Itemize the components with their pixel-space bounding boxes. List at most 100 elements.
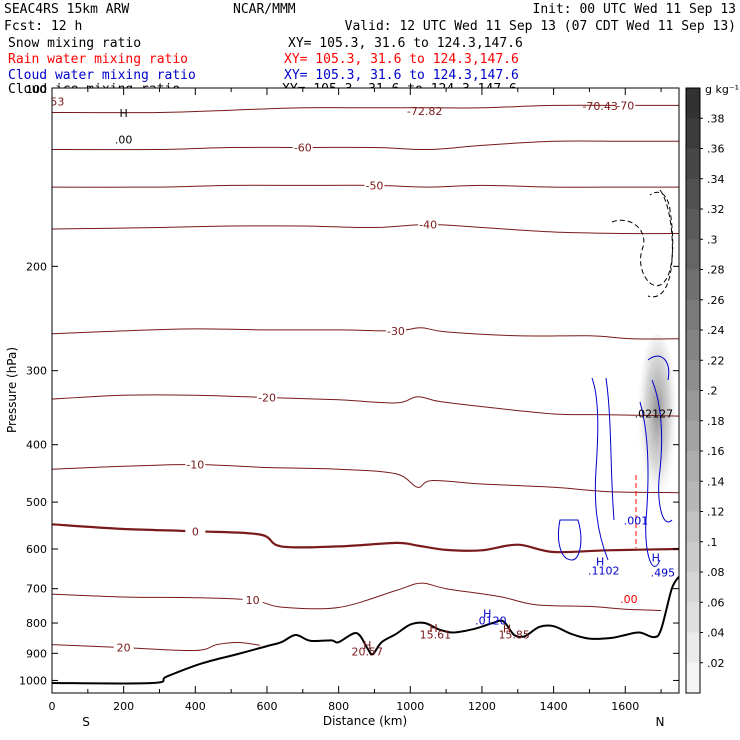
annotation-label: .1102	[588, 564, 620, 577]
isotherm-label: 10	[246, 594, 260, 607]
valid-time: Valid: 12 UTC Wed 11 Sep 13 (07 CDT Wed …	[345, 19, 736, 34]
colorbar-swatch	[686, 209, 700, 240]
colorbar-swatch	[686, 481, 700, 512]
isotherm-label-bg	[185, 525, 206, 538]
isotherm-label: 0	[192, 525, 199, 538]
isotherm--30	[52, 327, 679, 340]
colorbar-swatch	[686, 632, 700, 664]
isotherm-label-bg	[292, 141, 313, 154]
colorbar-label: .06	[707, 596, 725, 609]
cloud-ice-contour	[611, 191, 674, 287]
x-tick-label: 400	[185, 700, 206, 713]
colorbar-swatch	[686, 360, 700, 391]
isotherm-label-bg	[242, 594, 263, 607]
isotherm-label: -60	[294, 141, 312, 154]
field-name-snow: Snow mixing ratio	[8, 36, 141, 51]
cloud-ice-contour	[647, 189, 673, 298]
colorbar-swatch	[686, 541, 700, 573]
annotation-label: -72.82	[407, 105, 442, 118]
annotation-label: H	[596, 556, 604, 569]
colorbar-swatch	[686, 299, 700, 331]
y-tick-label: 300	[26, 365, 47, 378]
isotherm-label: -20	[258, 392, 276, 405]
isotherm--40	[52, 223, 679, 235]
colorbar-label: .28	[707, 264, 725, 277]
isotherm-label-bg	[113, 641, 134, 654]
cloud-ice-shading	[636, 333, 679, 527]
y-tick-label: 100	[26, 83, 47, 96]
isotherm--50	[52, 184, 679, 188]
x-axis-label: Distance (km)	[323, 714, 407, 728]
isotherm-label: -30	[387, 325, 405, 338]
colorbar-swatch	[686, 269, 700, 301]
isotherm-label-bg	[364, 179, 385, 192]
colorbar-swatch	[686, 148, 700, 180]
colorbar-label: .18	[707, 415, 725, 428]
annotation-label: 15.61	[420, 629, 452, 642]
isotherm-layer: -70 -60 -50 -40 -30 -20 -10 0 10 20	[52, 99, 679, 655]
init-time: Init: 00 UTC Wed 11 Sep 13	[533, 2, 737, 17]
annotation-label: H	[120, 107, 128, 120]
isotherm--10	[52, 463, 679, 494]
annotation-label: .001	[624, 514, 649, 527]
x-tick-label: 1000	[396, 700, 424, 713]
colorbar-label: .34	[707, 173, 725, 186]
colorbar-swatch	[686, 572, 700, 603]
isotherm-label-bg	[256, 391, 277, 404]
y-tick-label: 200	[26, 260, 47, 273]
cloud-water-contour	[591, 377, 661, 567]
isotherm-label: -70	[616, 99, 634, 112]
y-tick-label: 800	[26, 617, 47, 630]
isotherm-label: -50	[365, 179, 383, 192]
isotherm--70	[52, 104, 679, 114]
isotherm-label-bg	[615, 99, 636, 112]
plot-content: -70 -60 -50 -40 -30 -20 -10 0 10 20 .53 H .00 -72.82…	[52, 95, 679, 685]
colorbar-label: .26	[707, 294, 725, 307]
isotherm-label: -10	[186, 458, 204, 471]
y-tick-label: 400	[26, 439, 47, 452]
x-axis-left-end-label: S	[82, 715, 90, 729]
x-tick-label: 200	[113, 700, 134, 713]
field-xy-cloud-water: XY= 105.3, 31.6 to 124.3,147.6	[284, 68, 519, 83]
isotherm-label: 20	[117, 642, 131, 655]
org-label: NCAR/MMM	[233, 2, 296, 17]
colorbar-swatch	[686, 390, 700, 422]
x-axis: 0 200 400 600 800 1000 1200 1400 1600	[49, 88, 662, 713]
annotation-label: .02127	[635, 408, 674, 421]
colorbar-label: .3	[707, 233, 718, 246]
y-tick-label: 500	[26, 496, 47, 509]
field-name-rain: Rain water mixing ratio	[8, 52, 188, 67]
annotation-label: 20.57	[352, 646, 384, 659]
annotation-label: H	[652, 552, 660, 565]
plot-frame	[51, 87, 680, 694]
isotherm-label: -40	[419, 219, 437, 232]
x-tick-label: 1400	[540, 700, 568, 713]
annotation-label: H	[483, 608, 491, 621]
colorbar-swatch	[686, 239, 700, 270]
field-xy-snow: XY= 105.3, 31.6 to 124.3,147.6	[288, 36, 523, 51]
isotherm-label-bg	[185, 458, 206, 471]
y-axis-label: Pressure (hPa)	[5, 347, 19, 433]
colorbar-label: .08	[707, 566, 725, 579]
annotation-label: H	[363, 639, 371, 652]
colorbar-unit: g kg⁻¹	[705, 83, 739, 96]
x-axis-right-end-label: N	[656, 715, 665, 729]
colorbar-swatch	[686, 420, 700, 452]
colorbar-label: .38	[707, 112, 725, 125]
x-tick-label: 800	[328, 700, 349, 713]
annotation-layer: .53H.00-72.82 -70.43.02127.001H.1102H.495…	[52, 95, 675, 659]
annotation-label: .0120	[475, 615, 507, 628]
colorbar-swatch	[686, 178, 700, 210]
cloud-ice-contours	[611, 189, 674, 298]
x-tick-label: 0	[49, 700, 56, 713]
colorbar-swatch	[686, 662, 700, 694]
colorbar-swatch	[686, 118, 700, 149]
model-title: SEAC4RS 15km ARW	[4, 2, 129, 17]
colorbar-label: .14	[707, 475, 725, 488]
colorbar-label: .24	[707, 324, 725, 337]
y-tick-label: 1000	[19, 674, 47, 687]
colorbar-label: .22	[707, 354, 725, 367]
colorbar-label: .04	[707, 627, 725, 640]
